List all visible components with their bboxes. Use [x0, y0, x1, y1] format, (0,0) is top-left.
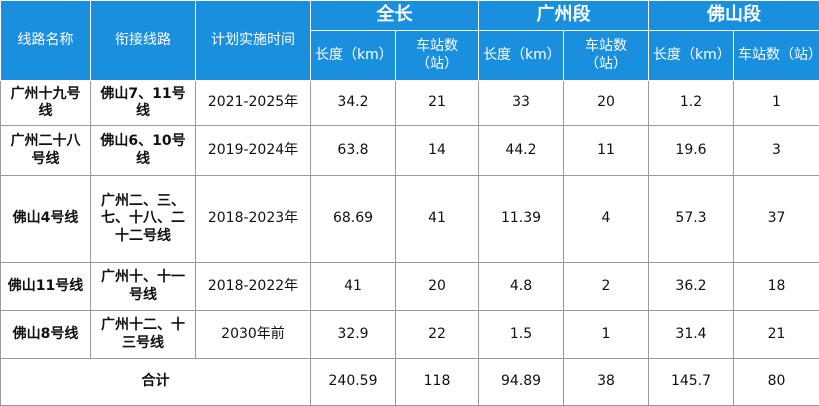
- total-cell: 240.59: [311, 359, 396, 406]
- total-cell: 118: [396, 359, 479, 406]
- cell: 佛山4号线: [1, 176, 91, 263]
- cell: 3: [734, 126, 819, 176]
- cell: 1: [564, 311, 649, 359]
- cell: 佛山11号线: [1, 263, 91, 311]
- cell: 36.2: [649, 263, 734, 311]
- group-header: 广州段: [479, 1, 649, 31]
- cell: 2018-2022年: [196, 263, 311, 311]
- group-header: 全长: [311, 1, 479, 31]
- sub-header: 长度（km）: [649, 31, 734, 81]
- sub-header: 车站数（站）: [734, 31, 819, 81]
- total-cell: 94.89: [479, 359, 564, 406]
- group-header: 佛山段: [649, 1, 819, 31]
- cell: 广州二十八号线: [1, 126, 91, 176]
- sub-header: 车站数（站）: [396, 31, 479, 81]
- sub-header: 长度（km）: [311, 31, 396, 81]
- cell: 2: [564, 263, 649, 311]
- cell: 63.8: [311, 126, 396, 176]
- cell: 广州十九号线: [1, 81, 91, 126]
- header-cell: 计划实施时间: [196, 1, 311, 81]
- cell: 14: [396, 126, 479, 176]
- cell: 11.39: [479, 176, 564, 263]
- cell: 广州二、三、七、十八、二十二号线: [91, 176, 196, 263]
- cell: 44.2: [479, 126, 564, 176]
- total-label: 合计: [1, 359, 311, 406]
- total-cell: 38: [564, 359, 649, 406]
- cell: 佛山6、10号线: [91, 126, 196, 176]
- cell: 11: [564, 126, 649, 176]
- cell: 佛山8号线: [1, 311, 91, 359]
- cell: 22: [396, 311, 479, 359]
- cell: 佛山7、11号线: [91, 81, 196, 126]
- cell: 1.2: [649, 81, 734, 126]
- cell: 广州十、十一号线: [91, 263, 196, 311]
- cell: 34.2: [311, 81, 396, 126]
- cell: 2021-2025年: [196, 81, 311, 126]
- cell: 32.9: [311, 311, 396, 359]
- cell: 1: [734, 81, 819, 126]
- sub-header: 车站数（站）: [564, 31, 649, 81]
- header-cell: 衔接线路: [91, 1, 196, 81]
- cell: 37: [734, 176, 819, 263]
- cell: 68.69: [311, 176, 396, 263]
- cell: 21: [396, 81, 479, 126]
- cell: 33: [479, 81, 564, 126]
- cell: 20: [564, 81, 649, 126]
- cell: 4.8: [479, 263, 564, 311]
- cell: 19.6: [649, 126, 734, 176]
- cell: 41: [396, 176, 479, 263]
- header-cell: 线路名称: [1, 1, 91, 81]
- sub-header: 长度（km）: [479, 31, 564, 81]
- cell: 41: [311, 263, 396, 311]
- cell: 18: [734, 263, 819, 311]
- cell: 20: [396, 263, 479, 311]
- cell: 57.3: [649, 176, 734, 263]
- cell: 广州十二、十三号线: [91, 311, 196, 359]
- cell: 2030年前: [196, 311, 311, 359]
- total-cell: 80: [734, 359, 819, 406]
- cell: 1.5: [479, 311, 564, 359]
- cell: 31.4: [649, 311, 734, 359]
- cell: 21: [734, 311, 819, 359]
- cell: 2018-2023年: [196, 176, 311, 263]
- cell: 4: [564, 176, 649, 263]
- cell: 2019-2024年: [196, 126, 311, 176]
- total-cell: 145.7: [649, 359, 734, 406]
- header-row: 线路名称衔接线路计划实施时间全长广州段佛山段: [1, 1, 819, 31]
